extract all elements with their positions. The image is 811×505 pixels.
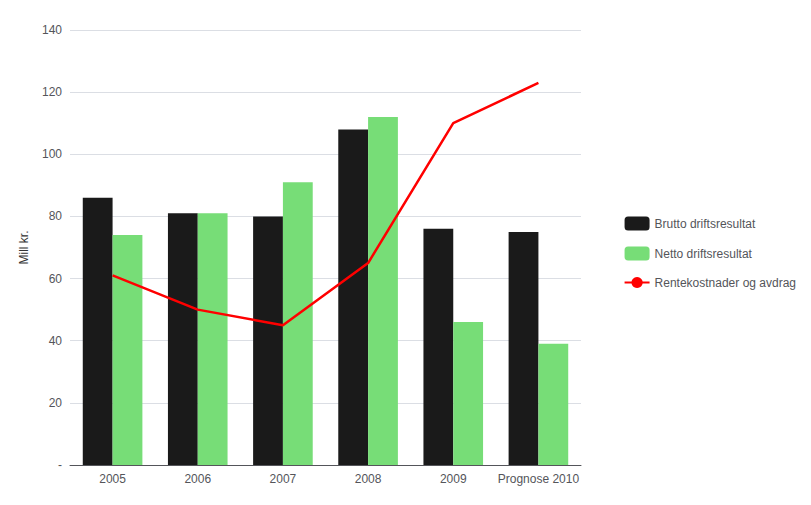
svg-text:100: 100 [42, 147, 62, 161]
svg-text:2009: 2009 [440, 472, 467, 486]
svg-text:-: - [58, 458, 62, 472]
svg-text:Rentekostnader og avdrag: Rentekostnader og avdrag [655, 276, 796, 290]
svg-text:20: 20 [49, 396, 63, 410]
svg-text:Prognose 2010: Prognose 2010 [498, 472, 580, 486]
svg-text:40: 40 [49, 334, 63, 348]
svg-text:80: 80 [49, 209, 63, 223]
svg-text:2007: 2007 [270, 472, 297, 486]
svg-text:Netto driftsresultat: Netto driftsresultat [655, 247, 753, 261]
svg-text:2005: 2005 [99, 472, 126, 486]
svg-text:Brutto driftsresultat: Brutto driftsresultat [655, 217, 756, 231]
svg-text:120: 120 [42, 85, 62, 99]
svg-text:2006: 2006 [184, 472, 211, 486]
svg-text:2008: 2008 [355, 472, 382, 486]
svg-text:Mill kr.: Mill kr. [17, 231, 31, 265]
svg-text:140: 140 [42, 23, 62, 37]
svg-text:60: 60 [49, 272, 63, 286]
